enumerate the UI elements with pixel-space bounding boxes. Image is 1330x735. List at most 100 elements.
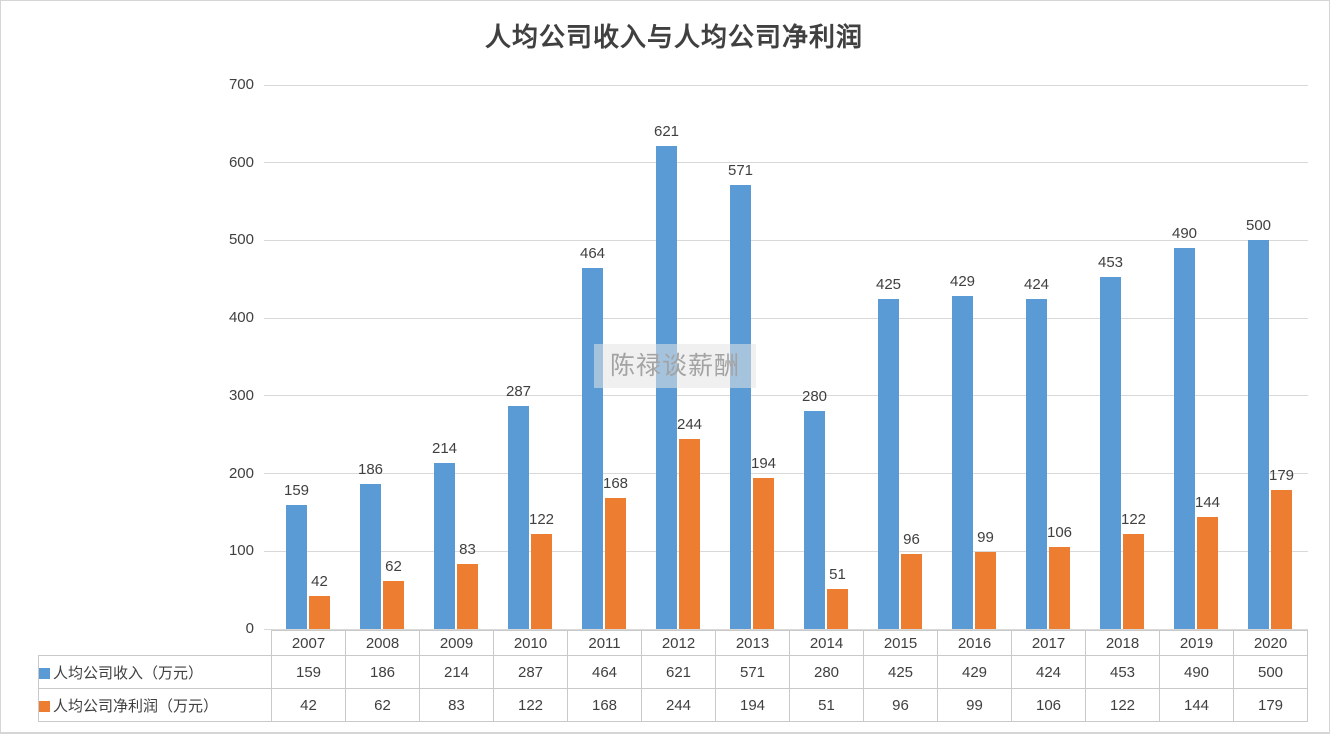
watermark: 陈禄谈薪酬 bbox=[594, 344, 756, 388]
table-corner-empty bbox=[39, 631, 272, 656]
profit-value-cell-2009: 83 bbox=[419, 688, 494, 722]
profit-bar-label-2017: 106 bbox=[1046, 523, 1073, 541]
profit-value-cell-2013: 194 bbox=[715, 688, 790, 722]
gridline-0 bbox=[264, 628, 1308, 630]
revenue-legend-swatch-icon bbox=[39, 667, 50, 679]
revenue-bar-label-2010: 287 bbox=[505, 382, 532, 400]
profit-bar-2011 bbox=[605, 498, 626, 629]
year-header-cell: 2007 bbox=[271, 630, 346, 656]
profit-bar-label-2016: 99 bbox=[977, 529, 994, 547]
year-header-cell: 2015 bbox=[863, 630, 938, 656]
y-axis-tick-label: 400 bbox=[228, 309, 254, 327]
profit-bar-label-2015: 96 bbox=[903, 531, 920, 549]
revenue-bar-2016 bbox=[952, 295, 973, 629]
revenue-value-cell-2019: 490 bbox=[1159, 655, 1234, 689]
profit-bar-2016 bbox=[975, 552, 996, 629]
revenue-value-cell-2014: 280 bbox=[789, 655, 864, 689]
revenue-bar-label-2011: 464 bbox=[579, 245, 606, 263]
revenue-bar-2019 bbox=[1174, 248, 1195, 629]
profit-bar-label-2018: 122 bbox=[1120, 511, 1147, 529]
chart-title: 人均公司收入与人均公司净利润 bbox=[484, 22, 863, 52]
revenue-bar-label-2017: 424 bbox=[1023, 276, 1050, 294]
profit-bar-label-2010: 122 bbox=[528, 511, 555, 529]
profit-value-cell-2017: 106 bbox=[1011, 688, 1086, 722]
profit-bar-2019 bbox=[1197, 517, 1218, 629]
profit-value-cell-2010: 122 bbox=[493, 688, 568, 722]
year-header-cell: 2019 bbox=[1159, 630, 1234, 656]
profit-value-cell-2011: 168 bbox=[567, 688, 642, 722]
year-header-cell: 2014 bbox=[789, 630, 864, 656]
profit-bar-label-2008: 62 bbox=[385, 557, 402, 575]
year-header-cell: 2020 bbox=[1233, 630, 1308, 656]
profit-bar-2013 bbox=[753, 478, 774, 629]
gridline-500 bbox=[264, 239, 1308, 241]
revenue-bar-label-2015: 425 bbox=[875, 275, 902, 293]
year-header-cell: 2009 bbox=[419, 630, 494, 656]
revenue-bar-2011 bbox=[582, 268, 603, 629]
data-table: 2007 2008 2009 2010 2011 2012 2013 2014 2015 2016… bbox=[38, 630, 1308, 722]
profit-bar-2012 bbox=[679, 439, 700, 629]
profit-bar-2014 bbox=[827, 589, 848, 629]
year-header-cell: 2011 bbox=[567, 630, 642, 656]
profit-legend-swatch-icon bbox=[39, 700, 50, 712]
revenue-bar-label-2018: 453 bbox=[1097, 253, 1124, 271]
profit-bar-2015 bbox=[901, 554, 922, 629]
revenue-bar-2010 bbox=[508, 405, 529, 629]
y-axis-tick-label: 300 bbox=[228, 386, 254, 404]
revenue-value-cell-2009: 214 bbox=[419, 655, 494, 689]
profit-bar-label-2011: 168 bbox=[602, 475, 629, 493]
profit-bar-label-2020: 179 bbox=[1268, 466, 1295, 484]
y-axis-tick-label: 500 bbox=[228, 231, 254, 249]
profit-bar-label-2012: 244 bbox=[676, 416, 703, 434]
year-header-cell: 2013 bbox=[715, 630, 790, 656]
revenue-bar-label-2013: 571 bbox=[727, 162, 754, 180]
revenue-value-cell-2007: 159 bbox=[271, 655, 346, 689]
year-header-cell: 2012 bbox=[641, 630, 716, 656]
revenue-bar-label-2009: 214 bbox=[431, 439, 458, 457]
revenue-bar-2014 bbox=[804, 411, 825, 629]
profit-value-cell-2018: 122 bbox=[1085, 688, 1160, 722]
year-header-cell: 2008 bbox=[345, 630, 420, 656]
profit-bar-label-2007: 42 bbox=[311, 573, 328, 591]
gridline-100 bbox=[264, 550, 1308, 552]
revenue-value-cell-2018: 453 bbox=[1085, 655, 1160, 689]
profit-value-cell-2015: 96 bbox=[863, 688, 938, 722]
revenue-bar-2020 bbox=[1248, 240, 1269, 629]
revenue-value-cell-2010: 287 bbox=[493, 655, 568, 689]
revenue-value-cell-2017: 424 bbox=[1011, 655, 1086, 689]
profit-bar-2008 bbox=[383, 580, 404, 629]
revenue-value-cell-2016: 429 bbox=[937, 655, 1012, 689]
revenue-bar-label-2019: 490 bbox=[1171, 225, 1198, 243]
revenue-bar-2018 bbox=[1100, 276, 1121, 629]
profit-value-cell-2008: 62 bbox=[345, 688, 420, 722]
y-axis-tick-label: 100 bbox=[228, 542, 254, 560]
profit-bar-2018 bbox=[1123, 534, 1144, 629]
y-axis-tick-label: 0 bbox=[245, 620, 254, 637]
year-header-cell: 2017 bbox=[1011, 630, 1086, 656]
year-header-cell: 2018 bbox=[1085, 630, 1160, 656]
revenue-bar-label-2016: 429 bbox=[949, 272, 976, 290]
revenue-bar-2007 bbox=[286, 505, 307, 629]
y-axis-tick-label: 700 bbox=[228, 76, 254, 93]
legend-revenue: 人均公司收入（万元） bbox=[38, 655, 272, 689]
legend-label-profit: 人均公司净利润（万元） bbox=[53, 697, 219, 715]
profit-value-cell-2020: 179 bbox=[1233, 688, 1308, 722]
profit-value-cell-2019: 144 bbox=[1159, 688, 1234, 722]
revenue-bar-2009 bbox=[434, 462, 455, 629]
profit-bar-label-2019: 144 bbox=[1194, 494, 1221, 512]
revenue-bar-label-2012: 621 bbox=[653, 123, 680, 141]
profit-bar-2020 bbox=[1271, 489, 1292, 629]
profit-bar-label-2014: 51 bbox=[829, 566, 846, 584]
profit-value-cell-2007: 42 bbox=[271, 688, 346, 722]
legend-profit: 人均公司净利润（万元） bbox=[38, 688, 272, 722]
y-axis-tick-label: 600 bbox=[228, 153, 254, 171]
year-header-cell: 2016 bbox=[937, 630, 1012, 656]
revenue-value-cell-2013: 571 bbox=[715, 655, 790, 689]
revenue-value-cell-2020: 500 bbox=[1233, 655, 1308, 689]
revenue-bar-label-2014: 280 bbox=[801, 388, 828, 406]
revenue-value-cell-2011: 464 bbox=[567, 655, 642, 689]
revenue-value-cell-2008: 186 bbox=[345, 655, 420, 689]
legend-label-revenue: 人均公司收入（万元） bbox=[53, 664, 204, 682]
gridline-300 bbox=[264, 395, 1308, 397]
